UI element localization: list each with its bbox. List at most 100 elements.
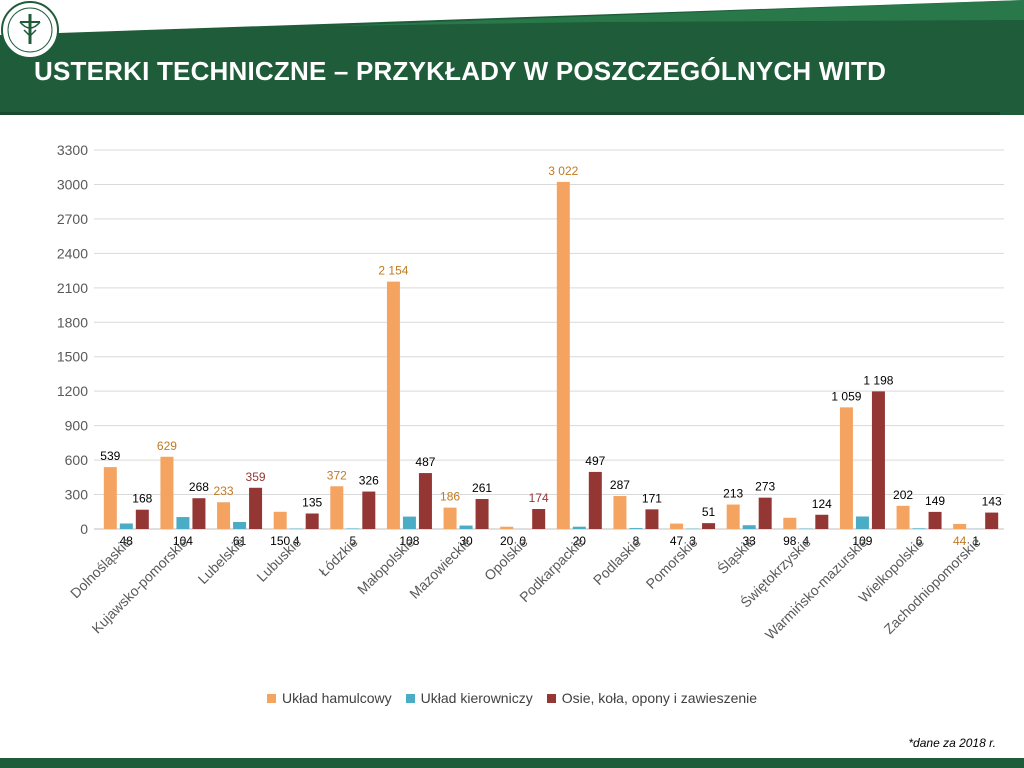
x-tick-label: Lubelskie xyxy=(195,534,248,587)
bar xyxy=(443,507,457,529)
data-label: 4 xyxy=(802,534,809,548)
header-highlight xyxy=(330,0,1024,26)
bar xyxy=(783,517,797,529)
data-label: 51 xyxy=(702,505,716,519)
bar xyxy=(160,456,174,529)
bar xyxy=(572,526,586,529)
data-label: 149 xyxy=(925,494,945,508)
data-label: 174 xyxy=(529,491,549,505)
bars xyxy=(103,181,999,529)
data-label: 4 xyxy=(293,534,300,548)
data-label: 8 xyxy=(633,534,640,548)
bar xyxy=(985,512,999,529)
data-label: 202 xyxy=(893,488,913,502)
bar xyxy=(556,181,570,529)
bar xyxy=(135,509,149,529)
bar xyxy=(896,505,910,529)
data-label: 168 xyxy=(132,492,152,506)
x-tick-label: Kujawsko-pomorskie xyxy=(88,534,191,637)
data-label: 135 xyxy=(302,495,322,509)
bar xyxy=(330,486,344,529)
data-label: 0 xyxy=(519,534,526,548)
bottom-bar xyxy=(0,758,1024,768)
legend-swatch-blue xyxy=(405,693,415,703)
bar xyxy=(459,525,473,529)
legend-label: Układ kierowniczy xyxy=(420,690,533,706)
y-tick-label: 300 xyxy=(65,487,89,503)
data-label: 497 xyxy=(585,454,605,468)
legend-item-hamulcowy: Układ hamulcowy xyxy=(266,690,392,706)
legend-label: Osie, koła, opony i zawieszenie xyxy=(561,690,758,706)
itd-logo-icon xyxy=(1,1,59,59)
data-label: 233 xyxy=(214,484,234,498)
x-tick-label: Warmińsko-mazurskie xyxy=(762,534,871,643)
bar xyxy=(839,407,853,529)
header-underline xyxy=(0,112,1000,115)
bar xyxy=(273,511,287,529)
data-label: 487 xyxy=(415,455,435,469)
data-label: 109 xyxy=(852,534,872,548)
bar xyxy=(249,487,263,529)
footnote: *dane za 2018 r. xyxy=(908,736,996,750)
data-label: 186 xyxy=(440,490,460,504)
x-tick-label: Śląskie xyxy=(713,533,757,577)
y-tick-label: 1800 xyxy=(57,314,88,330)
legend-label: Układ hamulcowy xyxy=(281,690,392,706)
x-tick-label: Zachodniopomorskie xyxy=(881,534,984,637)
data-label: 1 xyxy=(972,534,979,548)
data-label: 359 xyxy=(246,470,266,484)
bar-chart: 0300600900120015001800210024002700300033… xyxy=(57,142,1004,643)
header-background xyxy=(0,0,1024,115)
data-label: 1 198 xyxy=(863,373,893,387)
data-label: 30 xyxy=(459,534,473,548)
y-tick-label: 2700 xyxy=(57,211,88,227)
bar xyxy=(418,473,432,529)
data-label: 48 xyxy=(120,534,134,548)
data-label: 213 xyxy=(723,487,743,501)
bar xyxy=(645,509,659,529)
data-label: 44 xyxy=(953,534,967,548)
data-label: 1 059 xyxy=(831,389,861,403)
legend-item-osie: Osie, koła, opony i zawieszenie xyxy=(546,690,758,706)
bar xyxy=(629,528,643,529)
bar xyxy=(386,281,400,529)
bar xyxy=(928,511,942,529)
data-label: 5 xyxy=(349,534,356,548)
bar xyxy=(742,525,756,529)
data-label: 104 xyxy=(173,534,193,548)
bar xyxy=(815,514,829,529)
bar xyxy=(500,526,514,529)
legend-swatch-red xyxy=(546,693,556,703)
bar xyxy=(702,523,716,529)
bar xyxy=(588,471,602,529)
bar xyxy=(758,497,772,529)
y-tick-label: 1500 xyxy=(57,349,88,365)
x-tick-label: Łódzkie xyxy=(315,534,361,580)
data-label: 98 xyxy=(783,534,797,548)
bar xyxy=(176,517,190,529)
data-label: 372 xyxy=(327,468,347,482)
bar xyxy=(871,391,885,529)
y-tick-label: 3000 xyxy=(57,176,88,192)
legend-item-kierowniczy: Układ kierowniczy xyxy=(405,690,533,706)
data-label: 20 xyxy=(573,534,587,548)
grid-lines xyxy=(94,149,1004,530)
y-tick-label: 900 xyxy=(65,418,89,434)
data-label: 326 xyxy=(359,474,379,488)
bar xyxy=(532,509,546,529)
bar xyxy=(192,498,206,529)
bar xyxy=(346,528,360,529)
data-label: 3 022 xyxy=(548,164,578,178)
data-label: 143 xyxy=(982,495,1002,509)
data-label: 150 xyxy=(270,534,290,548)
bar xyxy=(402,516,416,529)
bar xyxy=(953,523,967,529)
bar xyxy=(119,523,133,529)
header-banner xyxy=(0,0,1024,115)
y-tick-label: 0 xyxy=(80,521,88,537)
data-label: 3 xyxy=(689,534,696,548)
bar xyxy=(670,523,684,529)
chart-legend: Układ hamulcowy Układ kierowniczy Osie, … xyxy=(0,690,1024,706)
y-tick-label: 2400 xyxy=(57,245,88,261)
